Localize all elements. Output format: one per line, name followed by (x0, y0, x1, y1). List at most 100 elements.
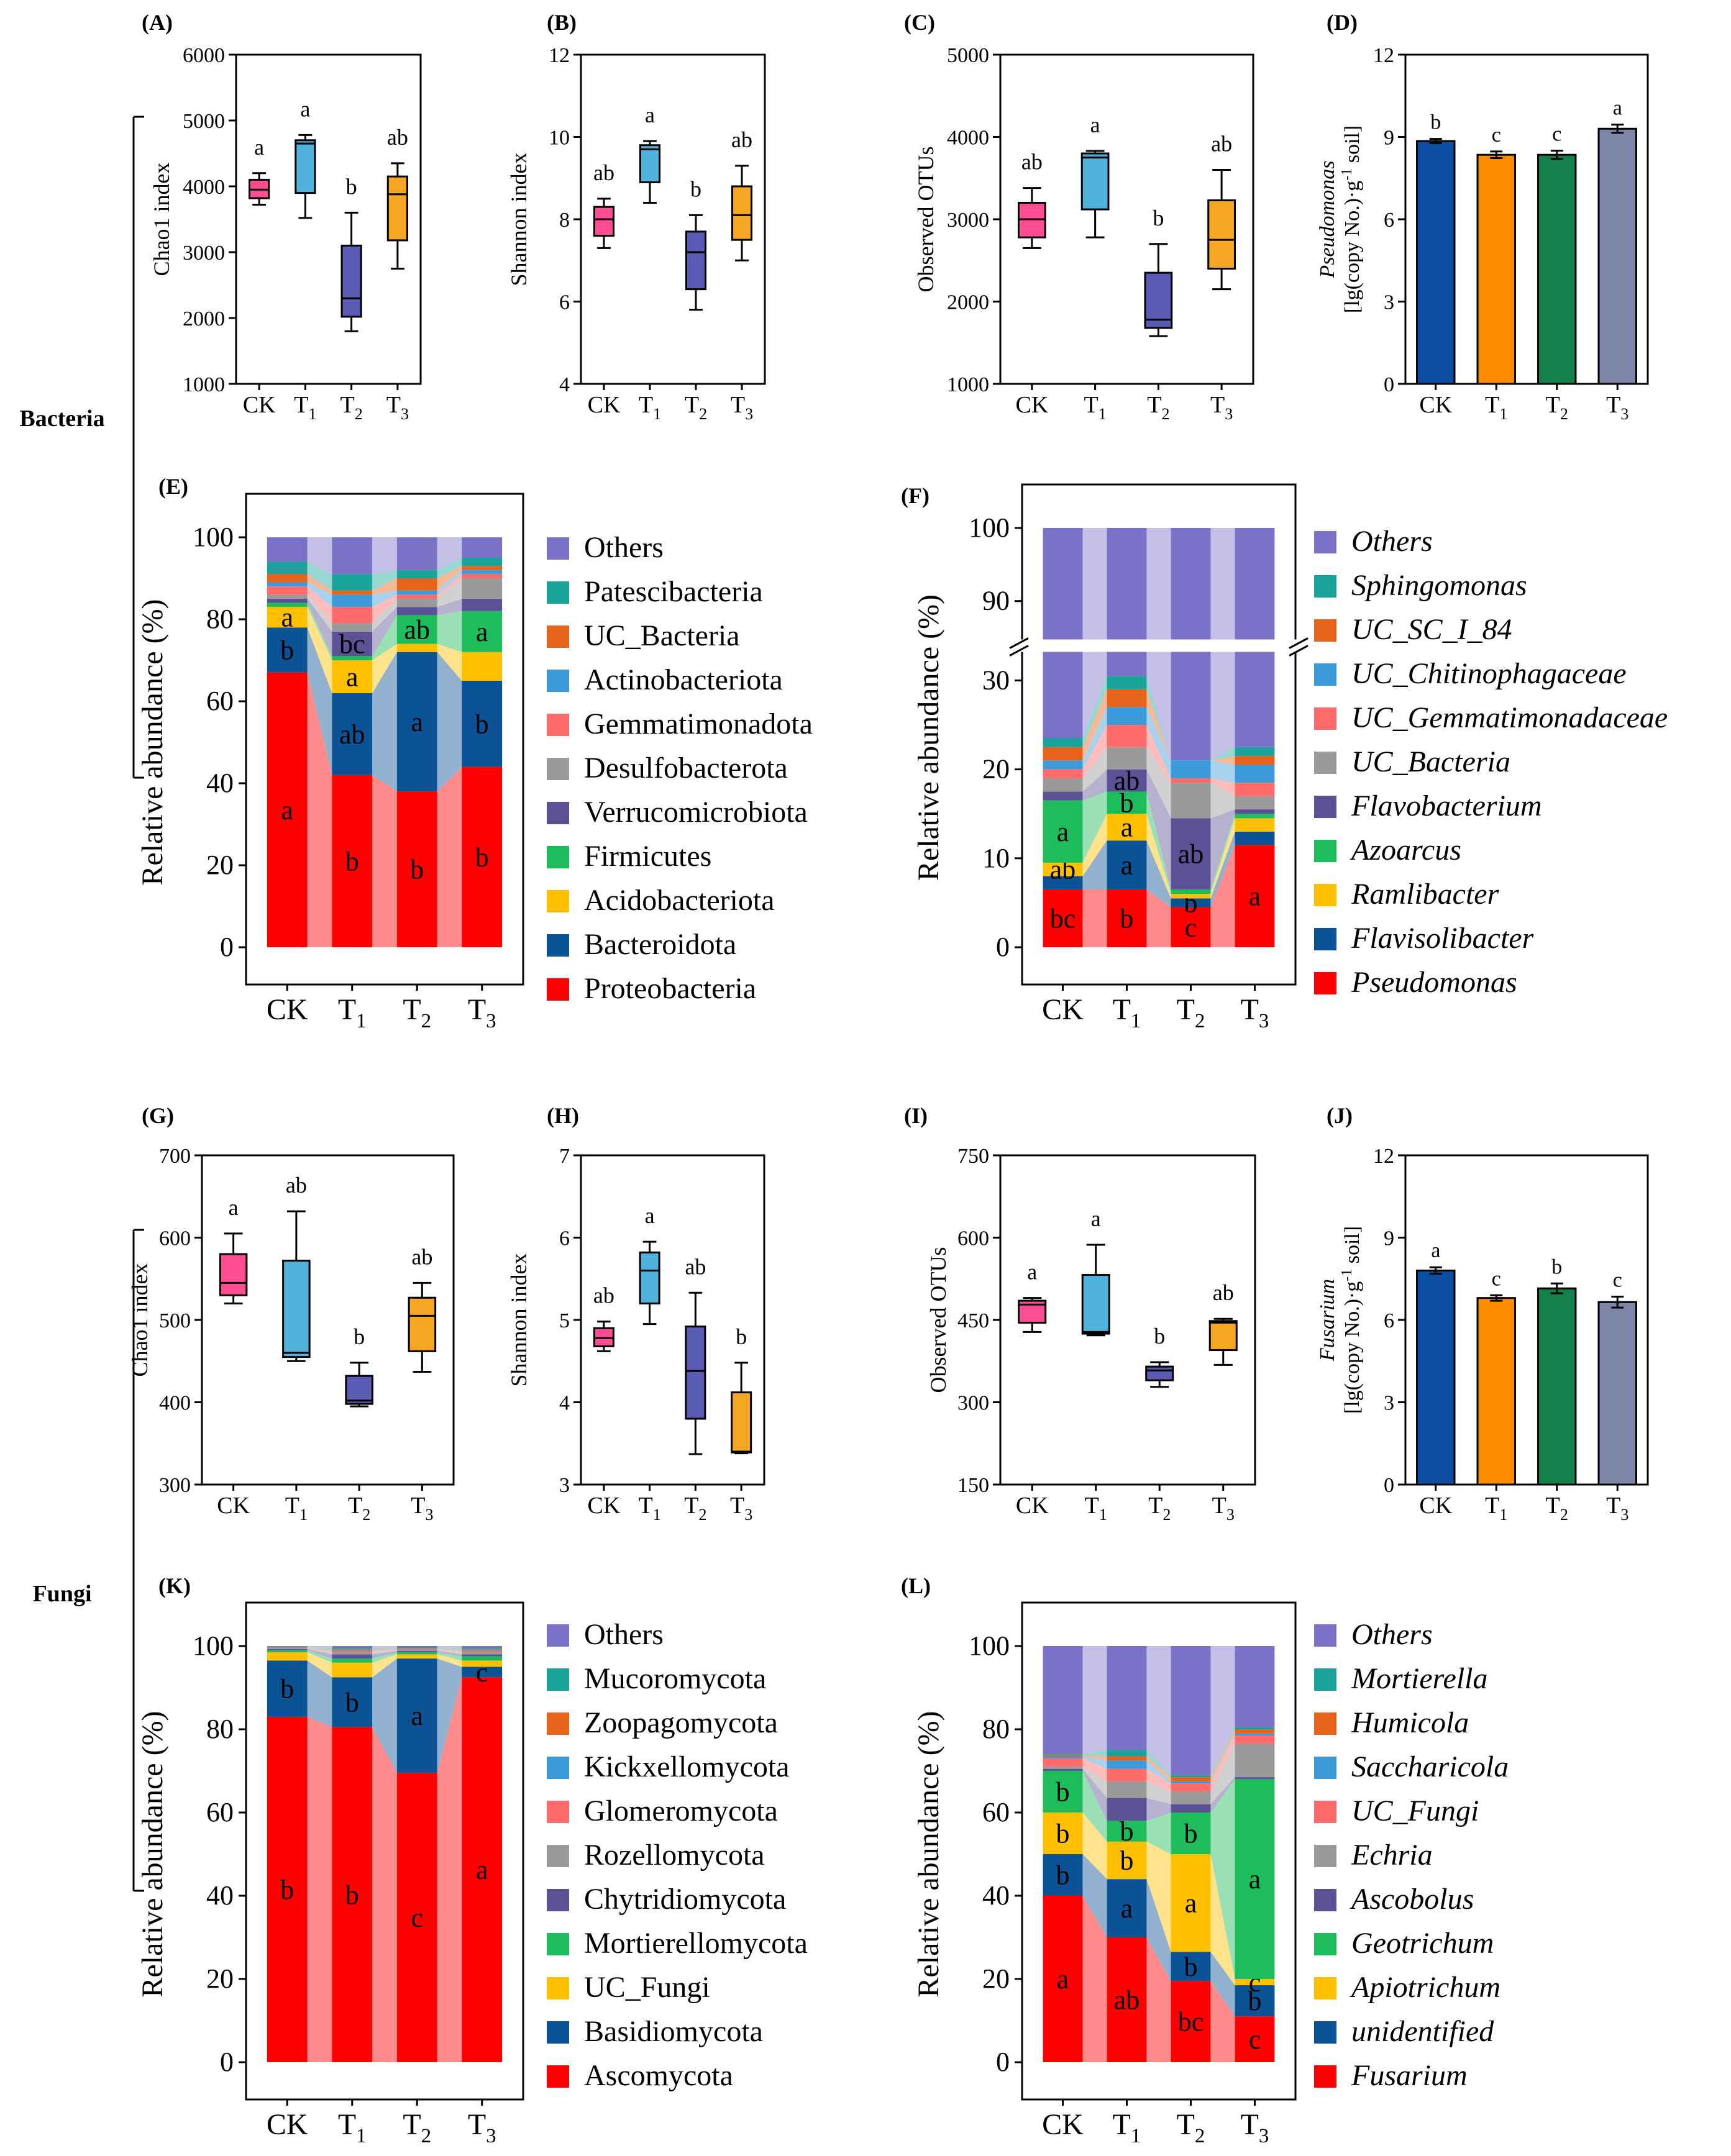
significance-letter: a (645, 1203, 655, 1228)
panel-G: (G) 300 400 500 600 700 CK T1 T2 T3 a ab b ab Chao1 in… (127, 1103, 455, 1524)
box-T3 (408, 1296, 437, 1352)
box-T3 (1208, 1320, 1238, 1352)
segment-Others (1043, 1646, 1083, 1755)
legend-swatch (1314, 972, 1336, 994)
y-tick-label: 100 (969, 512, 1010, 543)
flow-band (372, 578, 397, 595)
segment-Others (1107, 1646, 1147, 1750)
legend-label: UC_Fungi (1351, 1794, 1479, 1827)
legend-label: Fusarium (1351, 2059, 1468, 2092)
flow-band (1210, 1981, 1235, 2062)
x-tick-label: T1 (1485, 1493, 1507, 1524)
segment-Others (1171, 1646, 1211, 1775)
flow-band (1146, 1760, 1171, 1784)
x-tick-label: T3 (730, 1493, 752, 1524)
significance-letter: b (410, 855, 424, 885)
segment-Rozellomycota (396, 1650, 437, 1652)
legend-swatch (1314, 796, 1336, 818)
legend-swatch (1314, 619, 1336, 642)
flow-band (372, 644, 397, 693)
significance-letter: c (1613, 1268, 1622, 1291)
flow-band (1082, 1750, 1107, 1757)
legend-label: Basidiomycota (584, 2015, 763, 2048)
x-tick-label: T1 (1485, 392, 1507, 423)
segment-UC_Fungi (267, 1652, 308, 1661)
segment-Desulfobacterota (332, 623, 373, 632)
significance-letter: ab (286, 1173, 307, 1198)
x-tick-label: CK (587, 1493, 620, 1519)
significance-letter: c (1552, 123, 1561, 146)
flow-band (1082, 1756, 1107, 1769)
x-tick-label: T1 (285, 1493, 308, 1524)
significance-letter: b (475, 709, 489, 739)
significance-letter: ab (1213, 1280, 1234, 1305)
legend-swatch (547, 934, 569, 957)
box-T1 (282, 1260, 311, 1358)
panel-L: (L) 0 20 40 60 80 100 Relative abundance (%) CK T… (901, 1573, 1509, 2147)
legend-label: Pseudomonas (1351, 966, 1517, 999)
flow-band (437, 611, 462, 652)
segment-Apiotrichum (1107, 1841, 1147, 1880)
segment-Actinobacteriota (267, 582, 308, 587)
segment-UC_Gemmatimonadaceae (1043, 769, 1083, 778)
segment-Saccharicola (1171, 1781, 1211, 1784)
significance-letter: b (1153, 206, 1164, 230)
flow-band (1146, 889, 1171, 947)
legend-swatch (1314, 1801, 1336, 1823)
segment-Echria (1107, 1781, 1147, 1798)
y-tick-label: 80 (206, 1714, 234, 1744)
flow-band (307, 1716, 332, 2062)
legend-swatch (1314, 928, 1336, 950)
y-tick-label: 20 (982, 754, 1010, 785)
y-axis-label: Relative abundance (%) (136, 599, 169, 885)
y-tick-label: 4 (559, 373, 570, 396)
panel-H: (H) 3 4 5 6 7 CK T1 T2 T3 ab a ab b Shannon index (506, 1103, 765, 1524)
flow-band (307, 1649, 332, 1659)
flow-band (1082, 676, 1107, 747)
segment-Others (396, 1646, 437, 1648)
segment-Others (267, 537, 308, 562)
legend-swatch (547, 670, 569, 692)
flow-band (307, 607, 332, 693)
y-tick-label: 150 (957, 1474, 989, 1497)
flow-band (437, 644, 462, 681)
segment-Patescibacteria (332, 574, 373, 591)
segment-UC_Bacteria (332, 590, 373, 595)
flow-band (1082, 769, 1107, 801)
y-tick-label: 4000 (183, 176, 225, 199)
flow-band (437, 1652, 462, 1661)
segment-UC_Bacteria (267, 574, 308, 583)
legend-swatch (547, 1977, 569, 1999)
fungi-label: Fungi (32, 1581, 91, 1607)
segment-UC_Bacteria (396, 578, 437, 591)
flow-band (1146, 1879, 1171, 1981)
significance-letter: a (1027, 1260, 1037, 1285)
significance-letter: ab (1178, 839, 1204, 870)
flow-band (307, 672, 332, 947)
significance-letter: c (1492, 124, 1501, 147)
y-axis-label: Shannon index (506, 153, 531, 286)
significance-letter: b (1120, 1845, 1134, 1876)
segment-Mucoromycota (396, 1647, 437, 1649)
segment-Basidiomycota (462, 1667, 503, 1678)
y-axis-label-taxon: Fusarium (1316, 1279, 1339, 1362)
flow-band (1146, 1937, 1171, 2062)
segment-Azoarcus (1235, 814, 1275, 819)
segment-Acidobacteriota (267, 607, 308, 628)
flow-band (1082, 791, 1107, 863)
legend-label: Others (584, 1618, 664, 1651)
y-tick-label: 4000 (947, 127, 989, 150)
flow-band (307, 1648, 332, 1655)
legend-swatch (547, 714, 569, 736)
segment-Ramlibacter (1043, 862, 1083, 876)
flow-band (1082, 1767, 1107, 1798)
panel-label: (G) (142, 1103, 174, 1128)
significance-letter: b (1430, 111, 1441, 134)
legend-label: Others (1351, 525, 1433, 558)
y-tick-label: 1000 (947, 373, 989, 396)
significance-letter: bc (339, 629, 365, 660)
y-tick-label: 20 (982, 1963, 1010, 1994)
panel-K: (K) 0 20 40 60 80 100 Relative abundance (%) CK T… (136, 1573, 808, 2147)
segment-Fusarium (1107, 1937, 1147, 2062)
flow-band (307, 1660, 332, 1727)
